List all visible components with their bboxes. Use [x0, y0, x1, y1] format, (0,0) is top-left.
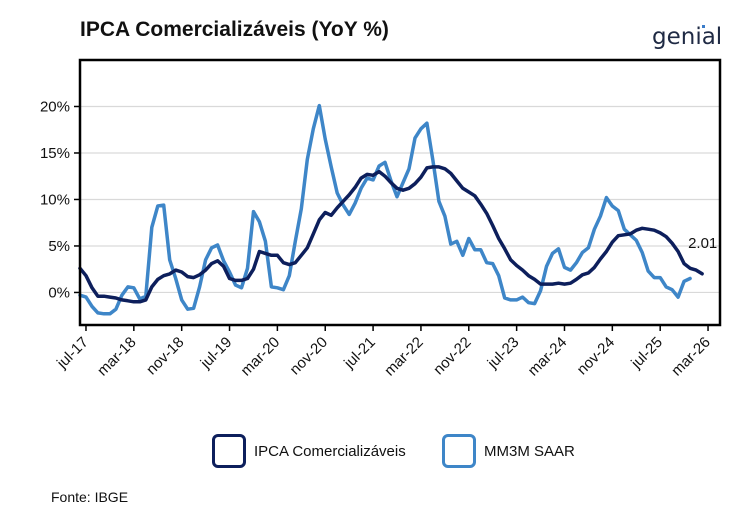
y-tick-label: 0%: [48, 284, 70, 301]
y-tick-label: 5%: [48, 238, 70, 255]
x-tick-label: mar-18: [94, 334, 140, 380]
x-tick-label: mar-20: [238, 334, 284, 380]
x-tick-label: mar-22: [381, 334, 427, 380]
legend-item-mm3m[interactable]: MM3M SAAR: [442, 427, 575, 475]
legend-label-mm3m: MM3M SAAR: [484, 442, 575, 460]
x-tick-label: nov-22: [430, 334, 474, 378]
series-line-ipca: [78, 165, 704, 304]
legend-swatch-ipca: [212, 434, 246, 468]
legend-label-ipca: IPCA Comercializáveis: [254, 442, 406, 460]
x-axis: jul-17 mar-18 nov-18 jul-19 mar-20 nov-20 jul-…: [53, 325, 714, 379]
genial-logo: genial: [652, 22, 732, 52]
x-tick-label: mar-26: [668, 334, 714, 380]
source-note: Fonte: IBGE: [51, 489, 129, 505]
x-tick-label: mar-24: [525, 334, 571, 380]
legend-swatch-mm3m: [442, 434, 476, 468]
x-tick-label: jul-25: [627, 334, 666, 373]
y-tick-label: 20%: [40, 98, 70, 115]
x-tick-label: nov-24: [574, 334, 618, 378]
y-axis: 0% 5% 10% 15% 20%: [40, 98, 80, 301]
x-tick-label: jul-17: [53, 334, 92, 373]
series-lines: [78, 103, 704, 316]
plot-frame: [78, 58, 722, 327]
x-tick-label: nov-18: [143, 334, 187, 378]
y-tick-label: 10%: [40, 191, 70, 208]
legend: IPCA Comercializáveis MM3M SAAR: [206, 427, 591, 475]
x-tick-label: nov-20: [287, 334, 331, 378]
end-value-label: 2.01: [688, 235, 717, 252]
chart-title: IPCA Comercializáveis (YoY %): [80, 18, 389, 41]
x-tick-label: jul-23: [484, 334, 523, 373]
gridlines: [80, 105, 720, 294]
series-line-mm3m: [78, 103, 692, 316]
y-tick-label: 15%: [40, 145, 70, 162]
logo-accent-dot: [702, 25, 705, 28]
x-tick-label: jul-19: [197, 334, 236, 373]
legend-item-ipca[interactable]: IPCA Comercializáveis: [212, 427, 406, 475]
logo-wordmark: genial: [652, 24, 723, 50]
annotations: 2.01: [688, 235, 717, 252]
x-tick-label: jul-21: [340, 334, 379, 373]
